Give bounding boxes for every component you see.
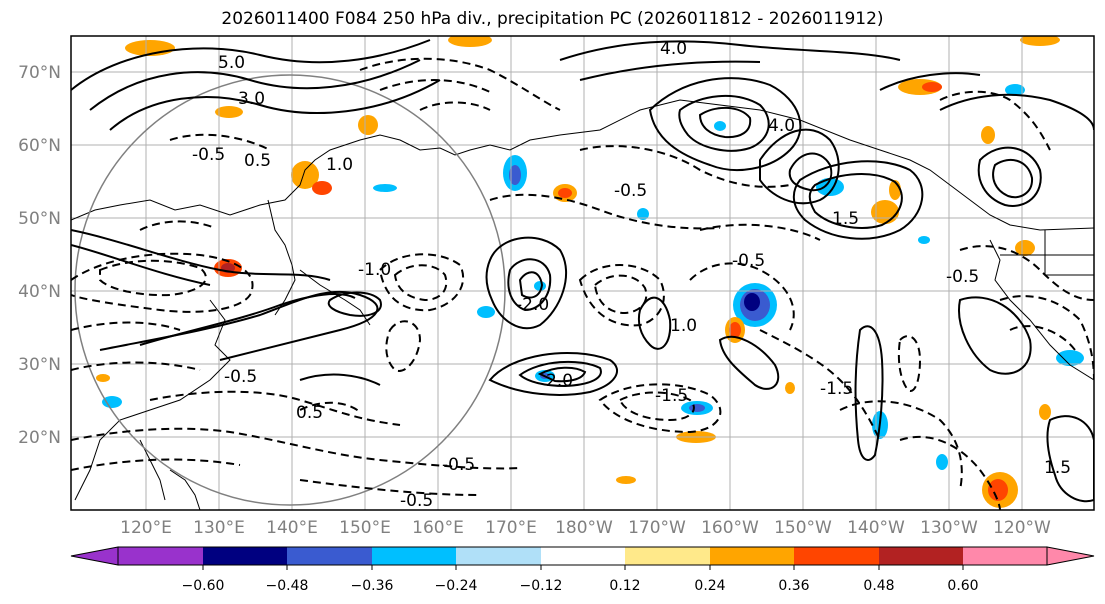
- lon-label: 170°W: [628, 518, 686, 538]
- contour-label: 4.0: [768, 116, 795, 136]
- colorbar-tick-label: −0.24: [435, 578, 478, 594]
- lon-label: 150°W: [774, 518, 832, 538]
- contour-label: 1.0: [670, 316, 697, 336]
- map-title: 2026011400 F084 250 hPa div., precipitat…: [221, 9, 884, 29]
- lon-label: 130°W: [920, 518, 978, 538]
- lon-label: 170°E: [485, 518, 537, 538]
- contour-label: 0.5: [244, 151, 271, 171]
- lat-label: 20°N: [18, 428, 61, 448]
- lon-label: 140°W: [847, 518, 905, 538]
- positive-contours: [71, 39, 1094, 503]
- colorbar-tick-label: 0.36: [778, 578, 809, 594]
- colorbar-segment: [372, 547, 456, 565]
- contour-label: -1.0: [358, 260, 391, 280]
- contour-labels: 4.0 5.0 3.0 1.0 0.5 -0.5 -1.0 -1.5 -2.0 …: [192, 39, 1071, 511]
- colorbar-segment: [203, 547, 287, 565]
- contour-label: -0.5: [192, 145, 225, 165]
- contour-label: 4.0: [660, 39, 687, 59]
- colorbar-tick-label: −0.12: [520, 578, 563, 594]
- contour-label: -2.0: [516, 295, 549, 315]
- contour-label: -1.5: [820, 379, 853, 399]
- colorbar-ticks: [202, 565, 964, 570]
- longitude-labels: 120°E 130°E 140°E 150°E 160°E 170°E 180°…: [120, 518, 1051, 538]
- contour-label: 1.0: [326, 155, 353, 175]
- colorbar-extend-high: [1046, 546, 1095, 566]
- lat-label: 50°N: [18, 209, 61, 229]
- contour-label: -0.5: [224, 367, 257, 387]
- colorbar-tick-label: −0.60: [182, 578, 225, 594]
- contour-label: 1.5: [832, 209, 859, 229]
- contour-label: -0.5: [400, 491, 433, 511]
- contour-label: -1.5: [655, 386, 688, 406]
- colorbar-tick-label: 0.48: [863, 578, 894, 594]
- coastlines: [71, 99, 1094, 510]
- lon-label: 140°E: [266, 518, 318, 538]
- colorbar-tick-label: 0.24: [694, 578, 725, 594]
- contour-label: 1.5: [1044, 458, 1071, 478]
- colorbar-segment: [541, 547, 625, 565]
- lat-label: 70°N: [18, 63, 61, 83]
- colorbar-segment: [794, 547, 879, 565]
- colorbar-extend-low: [70, 546, 119, 566]
- lon-label: 160°W: [701, 518, 759, 538]
- colorbar-tick-label: −0.48: [266, 578, 309, 594]
- lat-label: 30°N: [18, 355, 61, 375]
- contour-label: -0.5: [946, 267, 979, 287]
- colorbar-segment: [710, 547, 794, 565]
- colorbar: −0.60 −0.48 −0.36 −0.24 −0.12 0.12 0.24 …: [70, 546, 1095, 594]
- graticule: [71, 36, 1094, 510]
- lat-label: 60°N: [18, 136, 61, 156]
- colorbar-segment: [625, 547, 710, 565]
- contour-label: -0.5: [614, 181, 647, 201]
- colorbar-segment: [963, 547, 1047, 565]
- contour-label: 2.0: [546, 371, 573, 391]
- lon-label: 150°E: [339, 518, 391, 538]
- colorbar-frame: [117, 546, 1048, 566]
- contour-label: -0.5: [732, 251, 765, 271]
- latitude-labels: 70°N 60°N 50°N 40°N 30°N 20°N: [18, 63, 61, 448]
- contour-label: 0.5: [296, 403, 323, 423]
- lon-label: 160°E: [412, 518, 464, 538]
- map-content: 4.0 5.0 3.0 1.0 0.5 -0.5 -1.0 -1.5 -2.0 …: [71, 36, 1094, 511]
- colorbar-tick-label: −0.36: [351, 578, 394, 594]
- lon-label: 180°W: [555, 518, 613, 538]
- range-circle: [74, 74, 506, 506]
- colorbar-segment: [118, 547, 203, 565]
- lon-label: 120°W: [993, 518, 1051, 538]
- colorbar-segment: [879, 547, 963, 565]
- negative-contours: [71, 57, 1094, 510]
- colorbar-tick-label: 0.12: [609, 578, 640, 594]
- colorbar-segment: [456, 547, 541, 565]
- contour-label: 3.0: [238, 89, 265, 109]
- colorbar-segment: [287, 547, 372, 565]
- lon-label: 130°E: [193, 518, 245, 538]
- contour-label: 5.0: [218, 53, 245, 73]
- map-frame: [70, 35, 1095, 511]
- colorbar-tick-label: 0.60: [947, 578, 978, 594]
- contour-label: -0.5: [442, 455, 475, 475]
- lat-label: 40°N: [18, 282, 61, 302]
- lon-label: 120°E: [120, 518, 172, 538]
